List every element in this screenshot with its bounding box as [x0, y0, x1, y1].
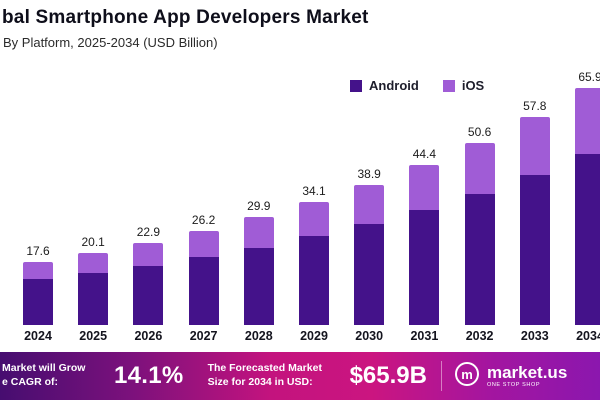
- x-axis-label: 2029: [300, 329, 328, 343]
- bar-group: 57.8: [507, 99, 563, 325]
- x-axis-label: 2034: [576, 329, 600, 343]
- x-axis-label: 2027: [189, 329, 218, 343]
- bar-group: 17.6: [10, 244, 66, 325]
- bar-total-label: 50.6: [467, 124, 492, 139]
- bar-segment-ios: [23, 261, 53, 280]
- x-axis-label: 2025: [79, 329, 108, 343]
- stacked-bar: [23, 261, 53, 325]
- bar-total-label: 20.1: [81, 234, 105, 249]
- footer-banner: Market will Grow e CAGR of: 14.1% The Fo…: [0, 352, 600, 400]
- legend-item-ios: iOS: [442, 78, 485, 93]
- page-subtitle: By Platform, 2025-2034 (USD Billion): [3, 35, 218, 50]
- banner-divider: [440, 361, 442, 391]
- cagr-label-line1: Market will Grow: [2, 362, 86, 375]
- forecast-label-line2: Size for 2034 in USD:: [207, 376, 313, 388]
- market-us-logo-icon: m: [454, 361, 480, 392]
- bar-group: 65.9: [562, 70, 600, 325]
- bar-total-label: 34.1: [302, 184, 326, 199]
- chart-legend: Android iOS: [350, 78, 484, 93]
- bar-segment-ios: [243, 217, 274, 248]
- bar-group: 34.1: [286, 184, 342, 325]
- bar-segment-android: [78, 272, 109, 325]
- bar-total-label: 44.4: [412, 147, 437, 162]
- bar-group: 44.4: [396, 147, 452, 325]
- bar-segment-android: [188, 256, 219, 325]
- logo-tagline: ONE STOP SHOP: [486, 382, 541, 389]
- bar-segment-ios: [354, 184, 385, 225]
- bar-segment-ios: [133, 242, 164, 266]
- bar-segment-android: [299, 236, 329, 325]
- page-title: bal Smartphone App Developers Market: [2, 7, 369, 28]
- bar-total-label: 26.2: [191, 212, 216, 227]
- bar-group: 26.2: [176, 213, 232, 325]
- forecast-label-line1: The Forecasted Market: [207, 362, 322, 375]
- market-us-logo: m market.us ONE STOP SHOP: [454, 361, 594, 392]
- forecast-value: $65.9B: [349, 362, 427, 389]
- bar-segment-android: [464, 193, 495, 325]
- bar-segment-ios: [409, 165, 440, 210]
- x-axis-label: 2024: [24, 329, 52, 343]
- logo-text-block: market.us ONE STOP SHOP: [486, 362, 568, 389]
- stacked-bar: [519, 116, 550, 325]
- svg-text:m: m: [461, 367, 473, 382]
- bar-total-label: 17.6: [26, 243, 50, 258]
- bar-total-label: 65.9: [578, 69, 600, 84]
- bar-segment-ios: [299, 202, 329, 237]
- bar-segment-android: [575, 154, 600, 325]
- bar-total-label: 38.9: [357, 166, 381, 181]
- ios-legend-swatch: [442, 79, 455, 92]
- legend-item-android: Android: [350, 78, 419, 93]
- cagr-label-line2: e CAGR of:: [2, 376, 58, 388]
- x-axis-label: 2033: [520, 329, 549, 343]
- bar-group: 20.1: [65, 235, 121, 325]
- x-axis-label: 2026: [134, 329, 163, 343]
- bar-segment-android: [519, 175, 550, 325]
- bar-segment-android: [243, 247, 274, 325]
- legend-label-android: Android: [369, 78, 419, 93]
- stacked-bar: [354, 184, 385, 325]
- x-axis-label: 2031: [410, 329, 439, 343]
- bar-segment-android: [23, 279, 53, 325]
- x-axis-label: 2032: [465, 329, 494, 343]
- bar-segment-android: [409, 209, 440, 325]
- stacked-bar-chart: 17.6 2024 20.1 2025 22.9 2026 26.2 2027 29.9 2028…: [10, 70, 600, 343]
- bar-segment-android: [354, 224, 385, 325]
- bar-total-label: 57.8: [523, 98, 547, 113]
- bar-total-label: 29.9: [247, 199, 271, 214]
- bar-segment-ios: [464, 142, 495, 194]
- stacked-bar: [464, 142, 495, 325]
- stacked-bar: [409, 165, 440, 325]
- stacked-bar: [243, 217, 274, 325]
- bar-group: 38.9: [341, 167, 397, 325]
- bar-segment-ios: [519, 116, 550, 176]
- cagr-value: 14.1%: [114, 362, 184, 389]
- stacked-bar: [575, 87, 600, 325]
- cagr-label: Market will Grow e CAGR of:: [2, 362, 108, 389]
- legend-label-ios: iOS: [461, 78, 485, 93]
- x-axis-label: 2028: [244, 329, 273, 343]
- bar-group: 50.6: [452, 125, 508, 325]
- stacked-bar: [188, 230, 219, 325]
- bar-segment-ios: [78, 252, 109, 273]
- bar-total-label: 22.9: [136, 224, 161, 239]
- x-axis-label: 2030: [355, 329, 384, 343]
- android-legend-swatch: [350, 79, 362, 92]
- bar-segment-ios: [188, 230, 219, 257]
- bar-segment-android: [133, 265, 164, 325]
- bar-group: 29.9: [231, 199, 287, 325]
- stacked-bar: [78, 252, 109, 325]
- logo-text: market.us: [486, 362, 568, 382]
- stacked-bar: [133, 242, 164, 325]
- bar-group: 22.9: [120, 225, 176, 325]
- forecast-label: The Forecasted Market Size for 2034 in U…: [208, 362, 338, 389]
- bar-segment-ios: [575, 87, 600, 155]
- stacked-bar: [299, 202, 329, 325]
